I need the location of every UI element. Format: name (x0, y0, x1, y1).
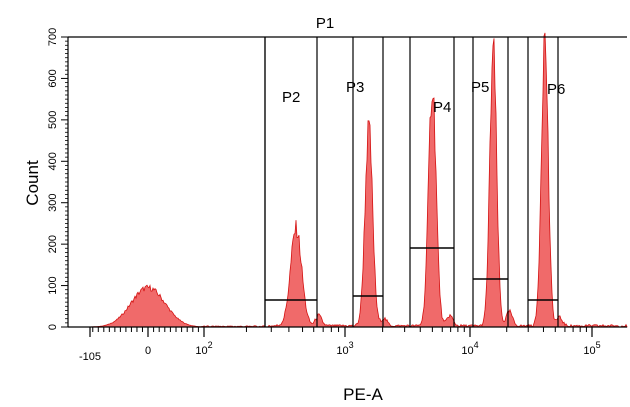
x-tick-label-2: 102 (195, 340, 212, 357)
x-tick-label-exponent: 3 (349, 340, 354, 350)
x-tick-label-4: 104 (461, 340, 478, 357)
y-tick-label-200: 200 (47, 235, 59, 253)
y-tick-label-300: 300 (47, 194, 59, 212)
x-tick-label-3: 103 (336, 340, 353, 357)
x-tick-label-base: -105 (79, 351, 101, 363)
x-tick-label-base: 10 (583, 345, 595, 357)
histogram-area (68, 32, 628, 328)
gate-label-p1: P1 (316, 15, 334, 32)
x-tick-label-base: 10 (336, 345, 348, 357)
gate-label-p6: P6 (547, 81, 565, 98)
x-tick-label-5: 105 (583, 340, 600, 357)
gate-label-p4: P4 (433, 99, 451, 116)
x-tick-label-base: 10 (461, 345, 473, 357)
gate-label-p2: P2 (282, 89, 300, 106)
x-tick-label-base: 10 (195, 345, 207, 357)
x-tick-label-exponent: 2 (208, 340, 213, 350)
y-tick-label-0: 0 (47, 324, 59, 330)
y-tick-label-100: 100 (47, 276, 59, 294)
y-tick-label-500: 500 (47, 111, 59, 129)
y-tick-label-400: 400 (47, 152, 59, 170)
x-tick-label-1: 0 (145, 345, 151, 357)
gate-label-p5: P5 (471, 79, 489, 96)
x-tick-label-base: 0 (145, 345, 151, 357)
y-tick-label-700: 700 (47, 28, 59, 46)
x-tick-label-0: -105 (79, 351, 101, 363)
y-axis-title: Count (23, 160, 42, 206)
x-tick-label-exponent: 4 (474, 340, 479, 350)
y-tick-label-600: 600 (47, 69, 59, 87)
x-tick-label-exponent: 5 (596, 340, 601, 350)
gate-label-p3: P3 (346, 79, 364, 96)
x-axis-title: PE-A (343, 385, 383, 404)
